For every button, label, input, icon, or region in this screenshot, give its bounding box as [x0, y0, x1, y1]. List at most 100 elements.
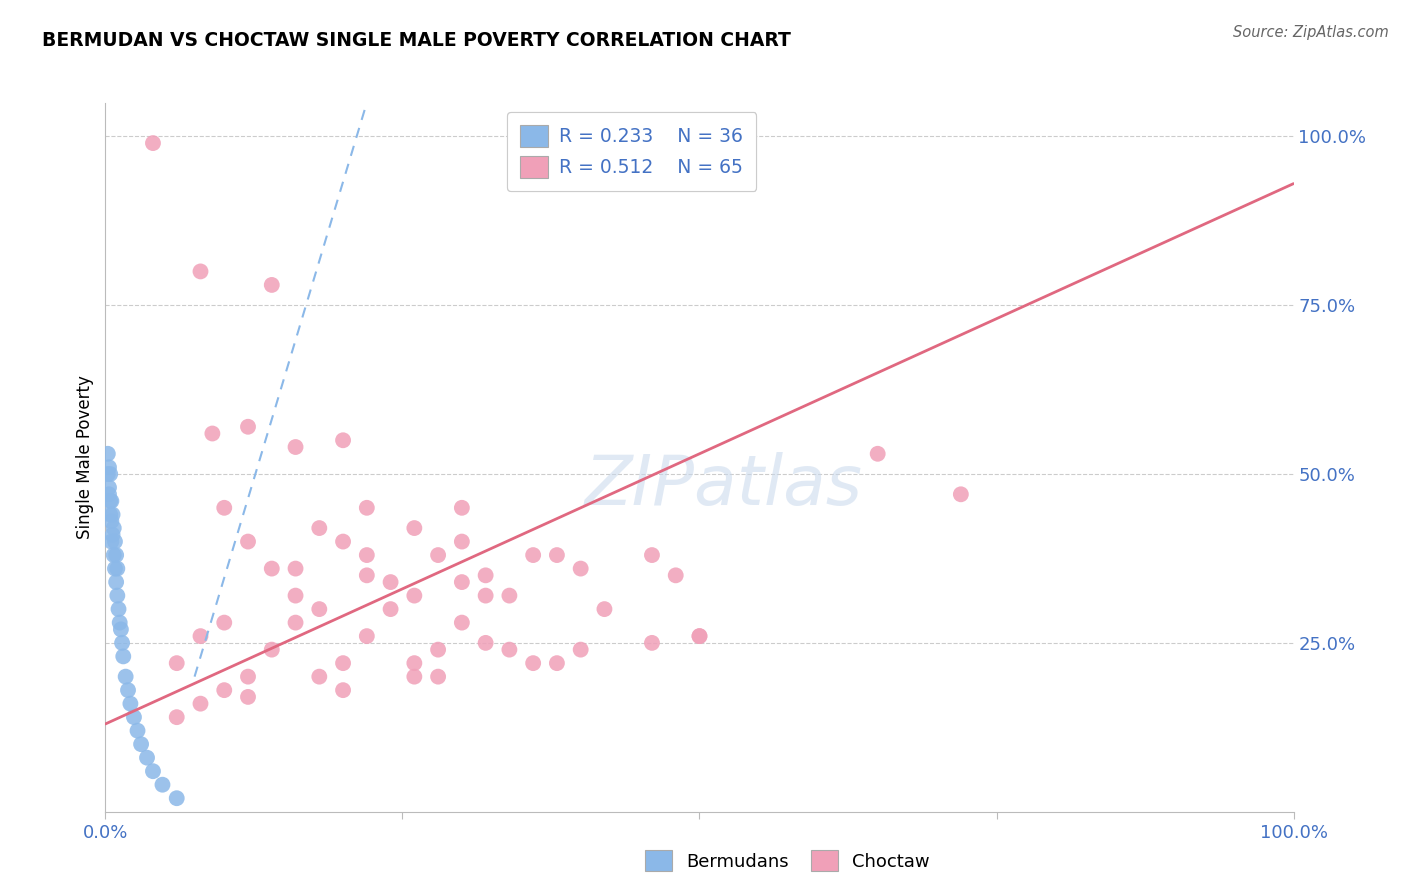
- Point: [332, 534, 354, 549]
- Point: [427, 670, 450, 684]
- Point: [166, 791, 188, 805]
- Point: [546, 656, 568, 670]
- Point: [166, 710, 188, 724]
- Point: [380, 602, 402, 616]
- Point: [284, 440, 307, 454]
- Point: [593, 602, 616, 616]
- Point: [112, 649, 135, 664]
- Point: [949, 487, 972, 501]
- Point: [201, 426, 224, 441]
- Point: [105, 589, 128, 603]
- Point: [142, 136, 165, 150]
- Point: [103, 521, 125, 535]
- Point: [100, 514, 122, 528]
- Point: [356, 568, 378, 582]
- Point: [214, 683, 236, 698]
- Point: [98, 494, 121, 508]
- Point: [474, 636, 496, 650]
- Point: [404, 589, 426, 603]
- Point: [98, 467, 121, 481]
- Point: [122, 710, 145, 724]
- Point: [569, 642, 592, 657]
- Point: [569, 561, 592, 575]
- Point: [105, 575, 128, 590]
- Point: [498, 589, 520, 603]
- Point: [108, 615, 131, 630]
- Point: [98, 487, 121, 501]
- Point: [404, 656, 426, 670]
- Point: [380, 575, 402, 590]
- Point: [284, 561, 307, 575]
- Point: [190, 629, 212, 643]
- Point: [101, 528, 124, 542]
- Point: [332, 434, 354, 448]
- Legend: R = 0.233    N = 36, R = 0.512    N = 65: R = 0.233 N = 36, R = 0.512 N = 65: [508, 112, 756, 191]
- Point: [284, 589, 307, 603]
- Point: [450, 534, 472, 549]
- Point: [111, 636, 134, 650]
- Point: [308, 521, 330, 535]
- Point: [522, 656, 544, 670]
- Point: [665, 568, 688, 582]
- Legend: Bermudans, Choctaw: Bermudans, Choctaw: [638, 843, 936, 879]
- Point: [308, 670, 330, 684]
- Text: Source: ZipAtlas.com: Source: ZipAtlas.com: [1233, 25, 1389, 40]
- Point: [97, 447, 120, 461]
- Point: [236, 690, 259, 704]
- Point: [105, 548, 128, 562]
- Point: [689, 629, 711, 643]
- Point: [522, 548, 544, 562]
- Point: [97, 467, 120, 481]
- Point: [284, 615, 307, 630]
- Point: [546, 136, 568, 150]
- Point: [166, 656, 188, 670]
- Point: [866, 447, 889, 461]
- Point: [332, 656, 354, 670]
- Text: BERMUDAN VS CHOCTAW SINGLE MALE POVERTY CORRELATION CHART: BERMUDAN VS CHOCTAW SINGLE MALE POVERTY …: [42, 31, 792, 50]
- Point: [546, 548, 568, 562]
- Point: [450, 615, 472, 630]
- Point: [498, 642, 520, 657]
- Point: [308, 602, 330, 616]
- Point: [142, 764, 165, 779]
- Point: [260, 561, 283, 575]
- Point: [214, 500, 236, 515]
- Point: [129, 737, 152, 751]
- Point: [332, 683, 354, 698]
- Point: [105, 561, 128, 575]
- Point: [214, 615, 236, 630]
- Point: [190, 697, 212, 711]
- Point: [260, 277, 283, 292]
- Point: [404, 670, 426, 684]
- Point: [120, 697, 142, 711]
- Point: [190, 264, 212, 278]
- Point: [103, 548, 125, 562]
- Point: [356, 629, 378, 643]
- Point: [104, 561, 127, 575]
- Text: ZIPatlas: ZIPatlas: [585, 452, 862, 519]
- Point: [114, 670, 136, 684]
- Point: [641, 548, 664, 562]
- Point: [404, 521, 426, 535]
- Point: [98, 508, 121, 522]
- Point: [98, 460, 121, 475]
- Point: [689, 629, 711, 643]
- Point: [100, 494, 122, 508]
- Point: [450, 575, 472, 590]
- Y-axis label: Single Male Poverty: Single Male Poverty: [76, 376, 94, 539]
- Point: [236, 670, 259, 684]
- Point: [152, 778, 174, 792]
- Point: [98, 481, 121, 495]
- Point: [260, 642, 283, 657]
- Point: [101, 508, 124, 522]
- Point: [100, 534, 122, 549]
- Point: [236, 419, 259, 434]
- Point: [117, 683, 139, 698]
- Point: [136, 750, 159, 764]
- Point: [641, 636, 664, 650]
- Point: [356, 548, 378, 562]
- Point: [474, 568, 496, 582]
- Point: [107, 602, 129, 616]
- Point: [110, 623, 132, 637]
- Point: [356, 500, 378, 515]
